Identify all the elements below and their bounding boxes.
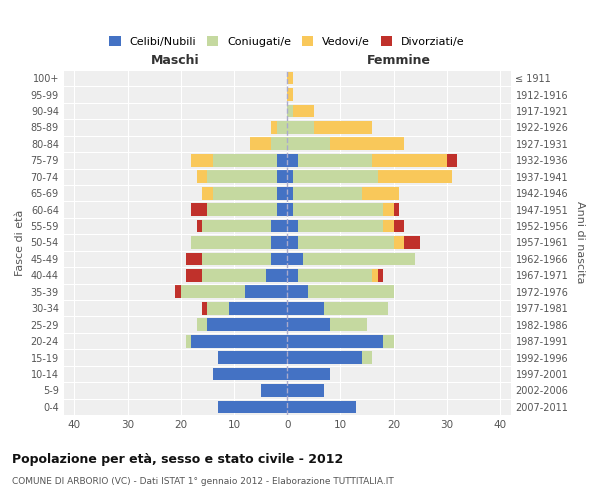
Bar: [287, 384, 325, 397]
Bar: [362, 351, 373, 364]
Bar: [197, 318, 208, 331]
Bar: [277, 121, 287, 134]
Bar: [287, 286, 308, 298]
Bar: [186, 334, 191, 347]
Bar: [175, 286, 181, 298]
Bar: [191, 203, 208, 216]
Bar: [293, 187, 362, 200]
Bar: [383, 203, 394, 216]
Bar: [197, 170, 208, 183]
Bar: [287, 104, 293, 118]
Bar: [271, 138, 287, 150]
Bar: [208, 302, 229, 314]
Bar: [373, 154, 447, 166]
Bar: [298, 154, 373, 166]
Bar: [330, 318, 367, 331]
Bar: [373, 269, 377, 282]
Bar: [202, 220, 271, 232]
Bar: [325, 302, 388, 314]
Y-axis label: Fasce di età: Fasce di età: [15, 210, 25, 276]
Bar: [383, 220, 394, 232]
Bar: [271, 236, 287, 249]
Bar: [287, 154, 298, 166]
Bar: [330, 138, 404, 150]
Bar: [266, 269, 287, 282]
Bar: [298, 236, 394, 249]
Bar: [250, 138, 271, 150]
Bar: [191, 236, 271, 249]
Bar: [293, 104, 314, 118]
Bar: [208, 203, 277, 216]
Bar: [287, 318, 330, 331]
Bar: [287, 400, 356, 413]
Bar: [303, 252, 415, 266]
Bar: [287, 88, 293, 101]
Bar: [208, 170, 277, 183]
Bar: [447, 154, 457, 166]
Y-axis label: Anni di nascita: Anni di nascita: [575, 201, 585, 283]
Bar: [181, 286, 245, 298]
Bar: [377, 269, 383, 282]
Bar: [287, 252, 303, 266]
Bar: [202, 252, 271, 266]
Bar: [186, 252, 202, 266]
Bar: [277, 154, 287, 166]
Bar: [394, 236, 404, 249]
Bar: [287, 269, 298, 282]
Bar: [218, 400, 287, 413]
Bar: [271, 252, 287, 266]
Bar: [202, 269, 266, 282]
Bar: [287, 138, 330, 150]
Bar: [191, 334, 287, 347]
Bar: [362, 187, 399, 200]
Bar: [287, 334, 383, 347]
Bar: [287, 236, 298, 249]
Bar: [191, 154, 213, 166]
Bar: [213, 187, 277, 200]
Bar: [271, 220, 287, 232]
Bar: [287, 368, 330, 380]
Bar: [287, 351, 362, 364]
Bar: [229, 302, 287, 314]
Text: Popolazione per età, sesso e stato civile - 2012: Popolazione per età, sesso e stato civil…: [12, 452, 343, 466]
Bar: [293, 203, 383, 216]
Bar: [287, 170, 293, 183]
Legend: Celibi/Nubili, Coniugati/e, Vedovi/e, Divorziati/e: Celibi/Nubili, Coniugati/e, Vedovi/e, Di…: [105, 32, 469, 51]
Bar: [404, 236, 420, 249]
Bar: [271, 121, 277, 134]
Bar: [197, 220, 202, 232]
Bar: [202, 302, 208, 314]
Bar: [245, 286, 287, 298]
Bar: [394, 220, 404, 232]
Bar: [213, 368, 287, 380]
Bar: [202, 187, 213, 200]
Bar: [287, 203, 293, 216]
Bar: [277, 170, 287, 183]
Text: Femmine: Femmine: [367, 54, 431, 68]
Bar: [287, 302, 325, 314]
Bar: [293, 170, 377, 183]
Bar: [260, 384, 287, 397]
Bar: [218, 351, 287, 364]
Bar: [287, 121, 314, 134]
Bar: [383, 334, 394, 347]
Bar: [308, 286, 394, 298]
Text: COMUNE DI ARBORIO (VC) - Dati ISTAT 1° gennaio 2012 - Elaborazione TUTTITALIA.IT: COMUNE DI ARBORIO (VC) - Dati ISTAT 1° g…: [12, 478, 394, 486]
Bar: [277, 187, 287, 200]
Bar: [287, 72, 293, 85]
Bar: [287, 187, 293, 200]
Bar: [394, 203, 399, 216]
Bar: [277, 203, 287, 216]
Bar: [213, 154, 277, 166]
Bar: [377, 170, 452, 183]
Text: Maschi: Maschi: [151, 54, 200, 68]
Bar: [298, 220, 383, 232]
Bar: [208, 318, 287, 331]
Bar: [298, 269, 373, 282]
Bar: [314, 121, 373, 134]
Bar: [287, 220, 298, 232]
Bar: [186, 269, 202, 282]
